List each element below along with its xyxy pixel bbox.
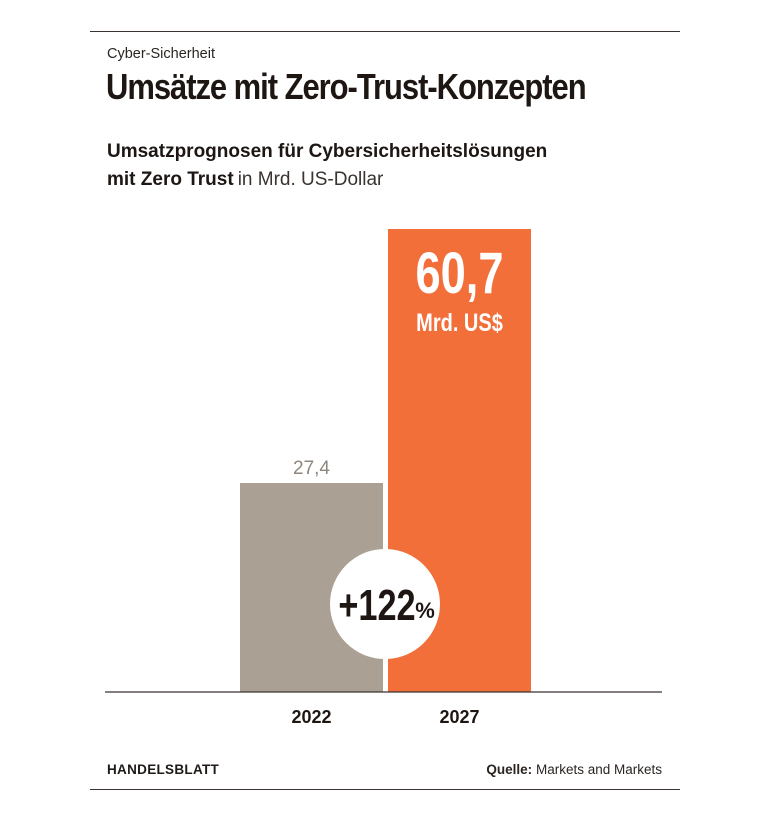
subtitle-line-1: Umsatzprognosen für Cybersicherheitslösu…	[107, 141, 548, 162]
source-text: Markets and Markets	[535, 762, 662, 777]
chart-title: Umsätze mit Zero-Trust-Konzepten	[106, 66, 587, 107]
growth-value: +122	[338, 581, 415, 630]
publisher-brand: HANDELSBLATT	[107, 762, 220, 777]
value-label-2022: 27,4	[293, 458, 330, 479]
value-label-2027: 60,7	[415, 242, 503, 307]
kicker: Cyber-Sicherheit	[107, 46, 215, 62]
subtitle-line-2: mit Zero Trust	[107, 169, 234, 190]
growth-badge	[330, 549, 440, 659]
x-tick-2022: 2022	[291, 707, 331, 727]
subtitle-unit: in Mrd. US-Dollar	[237, 169, 384, 190]
growth-unit: %	[415, 598, 435, 623]
source-label: Quelle:	[486, 762, 533, 777]
x-tick-2027: 2027	[439, 707, 479, 727]
top-rule	[90, 31, 680, 32]
bottom-rule	[90, 789, 680, 790]
chart-subtitle: Umsatzprognosen für Cybersicherheitslösu…	[107, 138, 547, 194]
source-note: Quelle: Markets and Markets	[486, 762, 662, 777]
unit-label-2027: Mrd. US$	[416, 309, 503, 337]
